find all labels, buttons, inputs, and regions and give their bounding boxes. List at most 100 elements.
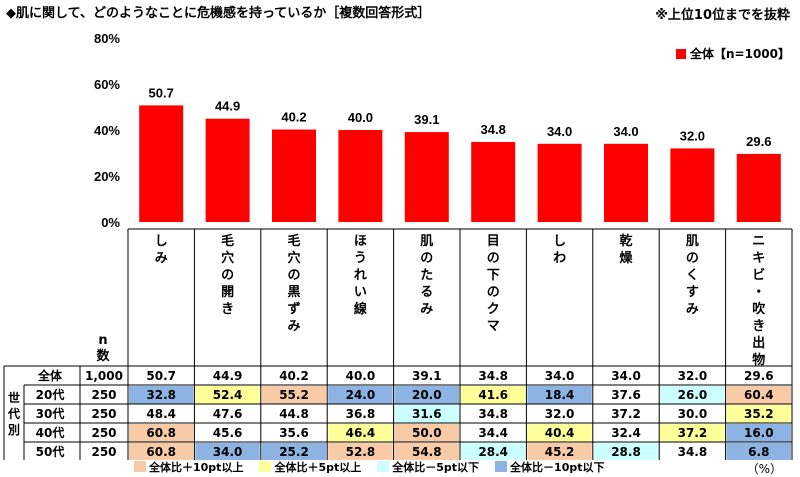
row-n: 250 <box>91 407 116 421</box>
category-label-char: ・ <box>752 285 765 300</box>
table-cell: 45.6 <box>213 426 243 440</box>
table-cell: 41.6 <box>478 388 508 402</box>
category-label-char: 肌 <box>686 234 699 249</box>
unit-label: （%） <box>746 462 782 476</box>
table-cell: 28.8 <box>611 445 641 459</box>
highlight-cell <box>726 443 791 460</box>
category-label-char: 乾 <box>619 233 632 249</box>
legend-plus5-label: 全体比＋5pt以上 <box>274 461 362 474</box>
table-cell: 40.4 <box>545 426 575 440</box>
table-cell: 50.7 <box>146 369 176 383</box>
category-label-char: の <box>487 285 500 300</box>
bar-value-label: 32.0 <box>680 128 705 143</box>
category-label-char: み <box>155 251 168 266</box>
highlight-cell <box>726 386 791 404</box>
table-cell: 39.1 <box>412 369 442 383</box>
bar-value-label: 40.0 <box>348 110 373 125</box>
bar <box>604 143 648 222</box>
table-cell: 29.6 <box>744 369 774 383</box>
group-label: 代 <box>7 406 20 421</box>
y-tick-label: 20% <box>94 169 120 184</box>
table-cell: 26.0 <box>678 388 708 402</box>
highlight-cell <box>660 386 725 404</box>
category-label-char: ビ <box>752 267 765 283</box>
category-label-char: ニ <box>752 234 765 249</box>
category-label-char: キ <box>752 251 765 266</box>
row-label: 全体 <box>37 368 63 383</box>
category-label-char: み <box>287 319 300 334</box>
table-cell: 44.8 <box>279 407 309 421</box>
category-label-char: き <box>752 319 765 334</box>
category-label-char: 穴 <box>221 250 234 266</box>
category-label-char: き <box>221 302 234 317</box>
legend-swatch <box>676 49 686 59</box>
highlight-cell <box>195 443 260 460</box>
legend-minus5-label: 全体比－5pt以下 <box>392 461 480 474</box>
category-label-char: ク <box>487 302 500 317</box>
table-cell: 35.2 <box>744 407 774 421</box>
row-label: 30代 <box>36 406 65 421</box>
table-cell: 35.6 <box>279 426 309 440</box>
category-label-char: 毛 <box>221 233 234 249</box>
category-label-char: 線 <box>354 301 368 317</box>
table-cell: 45.2 <box>545 445 575 459</box>
table-cell: 30.0 <box>678 407 708 421</box>
bar-chart: 0% 20% 40% 60% 80% 50.7 44.9 40.2 40.0 39.1 34.8 34… <box>3 31 793 460</box>
category-label-char: う <box>354 251 367 266</box>
table-cell: 34.8 <box>478 369 508 383</box>
table-cell: 37.6 <box>611 388 641 402</box>
category-label-char: 黒 <box>287 284 300 300</box>
category-label-char: 出 <box>752 335 765 351</box>
table-cell: 34.0 <box>545 369 575 383</box>
category-label-char: 開 <box>221 285 234 300</box>
group-label: 世 <box>8 390 20 405</box>
highlight-cell <box>328 443 393 460</box>
legend-label: 全体【n=1000】 <box>689 46 790 61</box>
category-label-char: の <box>221 268 234 283</box>
table-cell: 32.8 <box>146 388 176 402</box>
highlight-cell <box>527 443 592 460</box>
table-cell: 48.4 <box>146 407 176 421</box>
table-cell: 47.6 <box>213 407 243 421</box>
bar <box>139 105 184 222</box>
row-n: 250 <box>91 426 116 440</box>
highlight-cell <box>261 386 327 404</box>
table-cell: 16.0 <box>744 426 774 440</box>
bar <box>736 153 781 222</box>
highlight-cell <box>129 443 194 460</box>
highlight-cell <box>261 443 327 460</box>
bar-value-label: 29.6 <box>746 134 771 149</box>
table-cell: 20.0 <box>412 388 442 402</box>
legend-minus10-swatch <box>495 461 508 472</box>
y-tick-label: 80% <box>94 31 120 46</box>
highlight-legend: 全体比＋10pt以上 全体比＋5pt以上 全体比－5pt以下 全体比－10pt以… <box>134 459 605 475</box>
category-label-char: 目 <box>487 234 500 249</box>
legend-minus5-swatch <box>377 461 390 472</box>
row-n: 250 <box>91 445 116 459</box>
category-label-char: 穴 <box>287 250 300 266</box>
bar <box>537 143 582 222</box>
legend-plus5-swatch <box>259 461 272 472</box>
highlight-cell <box>726 405 791 423</box>
bar <box>404 132 449 222</box>
table-cell: 44.9 <box>213 369 243 383</box>
bar-value-label: 40.2 <box>281 110 306 125</box>
highlight-cell <box>527 386 592 404</box>
highlight-cell <box>726 424 791 442</box>
row-label: 20代 <box>36 387 65 402</box>
table-cell: 34.8 <box>678 445 708 459</box>
category-label-char: す <box>686 285 699 300</box>
category-label-char: の <box>420 251 433 266</box>
table-cell: 50.0 <box>412 426 442 440</box>
category-label-char: る <box>420 285 433 300</box>
bar <box>338 130 383 222</box>
highlight-cell <box>328 386 393 404</box>
highlight-cell <box>129 386 194 404</box>
table-cell: 52.4 <box>213 388 243 402</box>
legend-plus10: 全体比＋10pt以上 <box>134 459 243 475</box>
category-label-char: い <box>354 285 367 300</box>
category-label-char: の <box>287 268 300 283</box>
table-cell: 52.8 <box>346 445 376 459</box>
bar-value-label: 34.8 <box>481 122 506 137</box>
table-cell: 37.2 <box>611 407 641 421</box>
